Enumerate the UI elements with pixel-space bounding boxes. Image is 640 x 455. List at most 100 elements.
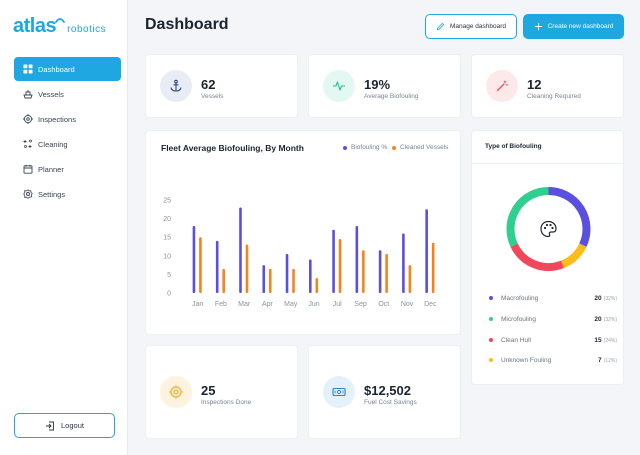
bar-cleaned[interactable] [315, 278, 319, 293]
sidebar-item-vessels[interactable]: Vessels [14, 82, 121, 106]
x-tick-label: Jan [192, 301, 203, 308]
bar-biofouling[interactable] [355, 226, 359, 293]
legend-label: Biofouling % [351, 144, 388, 151]
logout-label: Logout [61, 421, 84, 430]
bar-cleaned[interactable] [385, 253, 388, 293]
sidebar-nav: Dashboard Vessels Inspections Cleaning P… [14, 57, 121, 207]
donut-legend-row: Clean Hull 15 (24%) [489, 335, 617, 345]
bar-cleaned[interactable] [199, 237, 202, 293]
sidebar-item-dashboard[interactable]: Dashboard [14, 57, 121, 81]
logout-icon [46, 421, 54, 430]
page-title: Dashboard [145, 16, 229, 33]
divider [472, 163, 623, 164]
y-tick-label: 25 [163, 198, 171, 205]
stat-card-savings[interactable]: $12,502 Fuel Cost Savings [308, 345, 461, 439]
stat-label: Vessels [201, 93, 224, 100]
brand-logo-sub: robotics [67, 24, 107, 35]
donut-slice[interactable] [506, 187, 549, 247]
brand-logo-main: atlas [13, 15, 57, 37]
stat-card-vessels[interactable]: 62 Vessels [145, 54, 298, 118]
bar-biofouling[interactable] [378, 250, 382, 293]
sidebar-item-label: Settings [38, 189, 66, 199]
y-tick-label: 5 [167, 272, 171, 279]
legend-dot [392, 145, 396, 150]
pencil-icon [436, 22, 445, 31]
x-tick-label: Nov [401, 301, 414, 308]
stat-card-inspections[interactable]: 25 Inspections Done [145, 345, 298, 439]
donut-legend-label: Macrofouling [501, 294, 539, 302]
count-pct: (12%) [603, 357, 617, 364]
create-dashboard-button[interactable]: Create new dashboard [523, 14, 624, 39]
stat-card-biofouling[interactable]: 19% Average Biofouling [308, 54, 461, 118]
donut-chart [506, 187, 591, 271]
ship-icon [23, 89, 33, 99]
manage-dashboard-button[interactable]: Manage dashboard [425, 14, 517, 39]
donut-slice[interactable] [548, 187, 591, 247]
plus-icon [534, 22, 542, 31]
crosshair-icon [23, 114, 33, 124]
stat-value: 19% [364, 77, 391, 92]
bar-chart: 0 5 10 15 20 25 Jan Feb Mar Apr May Jun Jul Sep Oct Nov… [163, 198, 437, 309]
bar-biofouling[interactable] [262, 265, 266, 293]
donut-slice[interactable] [510, 243, 564, 271]
bar-biofouling[interactable] [192, 226, 196, 293]
x-tick-label: Dec [424, 301, 437, 308]
bar-biofouling[interactable] [402, 233, 405, 293]
donut-legend-count: 20 (32%) [594, 316, 617, 323]
stat-card-cleaning[interactable]: 12 Cleaning Required [471, 54, 624, 118]
x-tick-label: Jun [308, 301, 319, 308]
palette-dot [549, 223, 552, 227]
sidebar-item-settings[interactable]: Settings [14, 182, 121, 206]
bar-cleaned[interactable] [362, 250, 365, 293]
brand-wave-icon [55, 18, 65, 23]
bar-biofouling[interactable] [239, 207, 242, 293]
count-value: 20 [594, 294, 602, 302]
bar-cleaned[interactable] [245, 244, 249, 293]
brand-logo[interactable]: atlas robotics [13, 14, 106, 36]
donut-legend-label: Clean Hull [501, 336, 531, 344]
y-tick-label: 0 [167, 291, 171, 298]
calendar-icon [23, 164, 33, 174]
sidebar-item-label: Dashboard [38, 64, 75, 74]
count-value: 7 [598, 356, 602, 364]
count-value: 20 [594, 315, 602, 323]
donut-legend-row: Unknown Fouling 7 (12%) [489, 355, 617, 365]
stat-label: Cleaning Required [527, 93, 581, 100]
bar-cleaned[interactable] [338, 239, 342, 293]
stat-label: Inspections Done [201, 399, 252, 406]
sidebar-item-planner[interactable]: Planner [14, 157, 121, 181]
bar-cleaned[interactable] [222, 268, 226, 293]
pulse-icon [323, 70, 355, 102]
bar-biofouling[interactable] [332, 229, 335, 293]
donut-legend-count: 15 (24%) [594, 337, 617, 344]
bar-biofouling[interactable] [309, 259, 312, 293]
sidebar-item-inspections[interactable]: Inspections [14, 107, 121, 131]
sidebar-item-cleaning[interactable]: Cleaning [14, 132, 121, 156]
manage-dashboard-label: Manage dashboard [449, 23, 506, 30]
bar-biofouling[interactable] [425, 209, 428, 293]
x-tick-label: May [284, 301, 298, 308]
palette-dot [543, 226, 547, 230]
count-pct: (32%) [603, 316, 617, 323]
y-tick-label: 15 [163, 235, 171, 242]
bar-biofouling[interactable] [285, 253, 289, 293]
donut-title: Type of Biofouling [485, 143, 542, 150]
logout-button[interactable]: Logout [14, 413, 115, 438]
sidebar-item-label: Cleaning [38, 139, 68, 149]
bar-cleaned[interactable] [292, 268, 295, 293]
palette-dot [551, 226, 554, 230]
bar-biofouling[interactable] [215, 240, 219, 293]
donut-legend-count: 20 (32%) [594, 295, 617, 302]
palette-outline [540, 220, 557, 238]
stat-label: Fuel Cost Savings [364, 399, 417, 406]
legend-item-biofouling: Biofouling % [343, 144, 387, 151]
legend-dot [489, 358, 493, 362]
bar-cleaned[interactable] [268, 268, 272, 293]
sidebar: atlas robotics Dashboard Vessels Inspect… [0, 0, 128, 455]
x-tick-label: Jul [333, 301, 342, 308]
bar-cleaned[interactable] [408, 265, 412, 293]
legend-item-cleaned: Cleaned Vessels [392, 144, 448, 151]
donut-slice[interactable] [560, 243, 587, 269]
bar-cleaned[interactable] [431, 242, 435, 293]
chart-title: Fleet Average Biofouling, By Month [161, 143, 304, 153]
